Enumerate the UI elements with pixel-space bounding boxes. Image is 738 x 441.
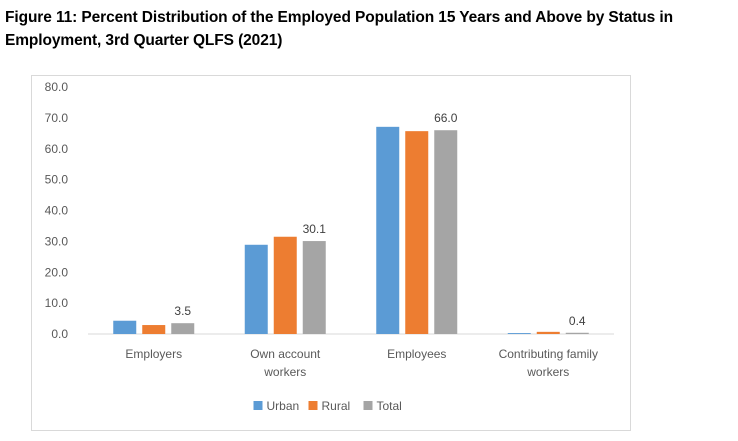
bar-rural — [273, 236, 297, 334]
data-label: 3.5 — [174, 304, 191, 318]
legend-swatch-rural — [308, 401, 318, 410]
chart-area — [31, 75, 631, 431]
y-tick-label: 50.0 — [45, 173, 69, 187]
bar-rural — [536, 331, 560, 334]
legend-swatch-total — [363, 401, 373, 410]
category-label: workers — [263, 365, 306, 379]
bar-total — [565, 332, 589, 334]
bar-total — [434, 130, 458, 334]
legend-label-rural: Rural — [322, 399, 351, 413]
bar-total — [171, 323, 195, 334]
y-tick-label: 30.0 — [45, 234, 69, 248]
bar-urban — [376, 126, 400, 334]
y-tick-label: 70.0 — [45, 111, 69, 125]
bar-urban — [507, 333, 531, 334]
category-label: Contributing family — [499, 347, 598, 361]
y-tick-label: 40.0 — [45, 204, 69, 218]
legend-label-total: Total — [377, 399, 402, 413]
category-label: Employees — [387, 347, 446, 361]
bar-rural — [142, 325, 166, 334]
y-tick-label: 10.0 — [45, 296, 69, 310]
bar-rural — [405, 131, 429, 334]
category-label: Employers — [125, 347, 182, 361]
legend-label-urban: Urban — [267, 399, 300, 413]
chart-title: Figure 11: Percent Distribution of the E… — [5, 9, 673, 49]
data-label: 0.4 — [569, 314, 586, 328]
category-label: Own account — [250, 347, 321, 361]
legend-swatch-urban — [253, 401, 263, 410]
bar-urban — [113, 320, 137, 334]
bar-total — [302, 241, 326, 334]
y-tick-label: 20.0 — [45, 265, 69, 279]
category-label: workers — [526, 365, 569, 379]
y-tick-label: 0.0 — [51, 327, 68, 341]
bar-urban — [244, 244, 268, 334]
y-tick-label: 80.0 — [45, 80, 69, 94]
data-label: 30.1 — [303, 222, 327, 236]
data-label: 66.0 — [434, 111, 458, 125]
y-tick-label: 60.0 — [45, 142, 69, 156]
